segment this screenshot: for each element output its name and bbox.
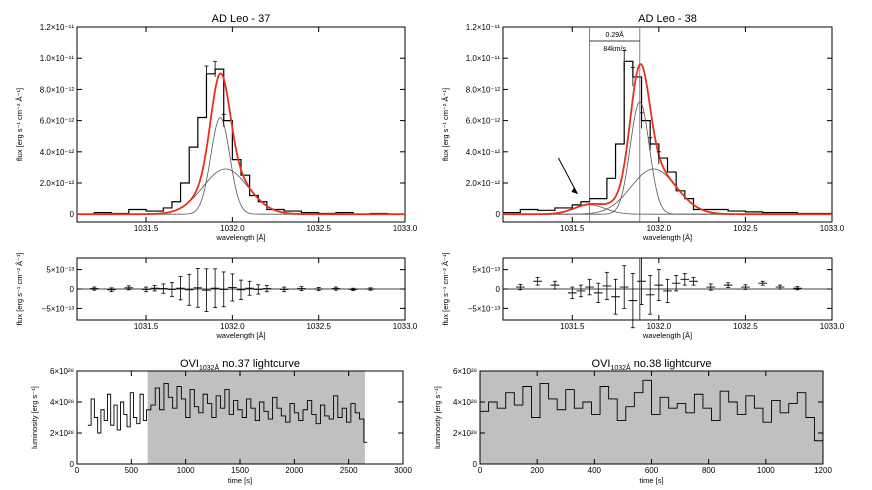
- y-tick-label: 1.0×10⁻¹¹: [40, 54, 75, 63]
- y-tick-label: −5×10⁻¹³: [42, 304, 75, 313]
- x-tick-label: 1033.0: [393, 224, 418, 233]
- chart-title: OVI1032Å no.38 lightcurve: [592, 358, 712, 372]
- x-axis-label: wavelength [Å]: [642, 233, 692, 242]
- x-tick-label: 1031.5: [560, 224, 585, 233]
- plot-frame: [76, 26, 406, 223]
- x-tick-label: 500: [125, 466, 139, 475]
- shaded-interval: [147, 371, 365, 464]
- x-tick-label: 1200: [814, 466, 832, 475]
- chart-title: OVI1032Å no.37 lightcurve: [180, 358, 300, 372]
- x-axis-label: wavelength [Å]: [642, 331, 692, 340]
- y-tick-label: 2×10²⁸: [453, 429, 477, 438]
- x-tick-label: 200: [530, 466, 544, 475]
- y-tick-label: 6×10²⁸: [453, 367, 477, 376]
- panel-res38: 1031.5 1032.0 1032.5 1033.0 −5×10⁻¹³ 0 5×10⁻¹³…: [441, 252, 845, 340]
- panel-res37: 1031.5 1032.0 1032.5 1033.0 −5×10⁻¹³ 0 5×10⁻¹³…: [15, 252, 418, 340]
- y-tick-label: 6.0×10⁻¹²: [466, 117, 501, 126]
- y-axis-label: luminosity [erg s⁻¹]: [433, 386, 442, 449]
- y-tick-label: 0: [70, 210, 75, 219]
- x-tick-label: 1032.0: [647, 224, 672, 233]
- x-tick-label: 1031.5: [560, 322, 585, 331]
- x-tick-label: 0: [478, 466, 483, 475]
- chart-title: AD Leo - 38: [638, 13, 697, 25]
- panel-spec38: 1031.5 1032.0 1032.5 1033.0 0 2.0×10⁻¹² 4.0×10…: [441, 13, 845, 242]
- x-tick-label: 1032.0: [220, 322, 245, 331]
- x-tick-label: 1031.5: [134, 322, 159, 331]
- x-axis-label: wavelength [Å]: [215, 233, 265, 242]
- y-tick-label: 0: [70, 460, 75, 469]
- y-tick-label: 4×10²⁸: [453, 398, 477, 407]
- y-axis-label: flux [erg s⁻¹ cm⁻² Å⁻¹]: [441, 88, 450, 161]
- x-axis-label: time [s]: [228, 476, 252, 485]
- x-tick-label: 1033.0: [820, 224, 845, 233]
- y-tick-label: 2×10²⁸: [50, 429, 74, 438]
- lightcurve-steps: [87, 382, 368, 443]
- panel-spec37: 1031.5 1032.0 1032.5 1033.0 0 2.0×10⁻¹² 4.0×10…: [15, 13, 418, 242]
- x-tick-label: 800: [702, 466, 716, 475]
- chart-title: AD Leo - 37: [212, 13, 271, 25]
- title-rest: no.38 lightcurve: [631, 358, 712, 370]
- title-main: OVI: [592, 358, 611, 370]
- y-axis-label: flux [erg s⁻¹ cm⁻² Å⁻¹]: [15, 88, 24, 161]
- y-tick-label: 0: [496, 210, 501, 219]
- y-tick-label: 5×10⁻¹³: [46, 266, 74, 275]
- y-tick-label: 6×10²⁸: [50, 367, 74, 376]
- x-tick-label: 600: [645, 466, 659, 475]
- x-tick-label: 2000: [285, 466, 303, 475]
- y-tick-label: 5×10⁻¹³: [472, 266, 500, 275]
- x-tick-label: 3000: [394, 466, 412, 475]
- title-sub: 1032Å: [199, 363, 220, 372]
- panel-lc37: 0 500 1000 1500 2000 2500 3000 0 2×10²⁸ 4×10²⁸ 6×1…: [30, 358, 412, 485]
- x-tick-label: 1033.0: [820, 322, 845, 331]
- x-tick-label: 1032.5: [306, 322, 331, 331]
- y-tick-label: 1.0×10⁻¹¹: [466, 54, 501, 63]
- x-tick-label: 1500: [231, 466, 249, 475]
- lightcurve-steps: [480, 379, 823, 442]
- observed-spectrum: [77, 68, 405, 215]
- y-tick-label: −5×10⁻¹³: [468, 304, 501, 313]
- y-tick-label: 4.0×10⁻¹²: [466, 148, 501, 157]
- shift-velocity-label: 84km/s: [603, 46, 626, 53]
- y-axis-label: flux [erg s⁻¹ cm⁻² Å⁻¹]: [15, 252, 24, 325]
- x-axis-label: time [s]: [639, 476, 663, 485]
- y-tick-label: 8.0×10⁻¹²: [40, 85, 75, 94]
- x-tick-label: 1032.0: [647, 322, 672, 331]
- y-tick-label: 1.2×10⁻¹¹: [40, 23, 75, 32]
- title-sub: 1032Å: [610, 363, 631, 372]
- x-tick-label: 1033.0: [393, 322, 418, 331]
- x-tick-label: 0: [75, 466, 80, 475]
- x-tick-label: 1032.5: [733, 322, 758, 331]
- y-tick-label: 0: [473, 460, 478, 469]
- x-axis-label: wavelength [Å]: [215, 331, 265, 340]
- y-tick-label: 6.0×10⁻¹²: [40, 117, 75, 126]
- x-tick-label: 1032.5: [306, 224, 331, 233]
- title-rest: no.37 lightcurve: [219, 358, 300, 370]
- y-tick-label: 0: [496, 285, 501, 294]
- panel-lc38: 0 200 400 600 800 1000 1200 0 2×10²⁸ 4×10²⁸ 6×10²⁸…: [433, 358, 832, 485]
- x-tick-label: 1032.0: [220, 224, 245, 233]
- y-tick-label: 0: [70, 285, 75, 294]
- x-tick-label: 2500: [340, 466, 358, 475]
- x-tick-label: 1031.5: [134, 224, 159, 233]
- x-tick-label: 1000: [177, 466, 195, 475]
- total-fit-line: [503, 63, 832, 216]
- title-main: OVI: [180, 358, 199, 370]
- x-tick-label: 400: [588, 466, 602, 475]
- x-tick-label: 1032.5: [733, 224, 758, 233]
- pointer-arrow-head: [571, 186, 578, 194]
- observed-spectrum: [503, 60, 833, 215]
- y-tick-label: 2.0×10⁻¹²: [466, 179, 501, 188]
- total-fit-line: [77, 72, 405, 216]
- y-tick-label: 2.0×10⁻¹²: [40, 179, 75, 188]
- y-tick-label: 4×10²⁸: [50, 398, 74, 407]
- y-axis-label: luminosity [erg s⁻¹]: [30, 386, 39, 449]
- y-tick-label: 4.0×10⁻¹²: [40, 148, 75, 157]
- y-tick-label: 1.2×10⁻¹¹: [466, 23, 501, 32]
- y-tick-label: 8.0×10⁻¹²: [466, 85, 501, 94]
- shift-angstrom-label: 0.29Å: [606, 30, 625, 39]
- x-tick-label: 1000: [757, 466, 775, 475]
- y-axis-label: flux [erg s⁻¹ cm⁻² Å⁻¹]: [441, 252, 450, 325]
- plot-frame: [502, 26, 833, 223]
